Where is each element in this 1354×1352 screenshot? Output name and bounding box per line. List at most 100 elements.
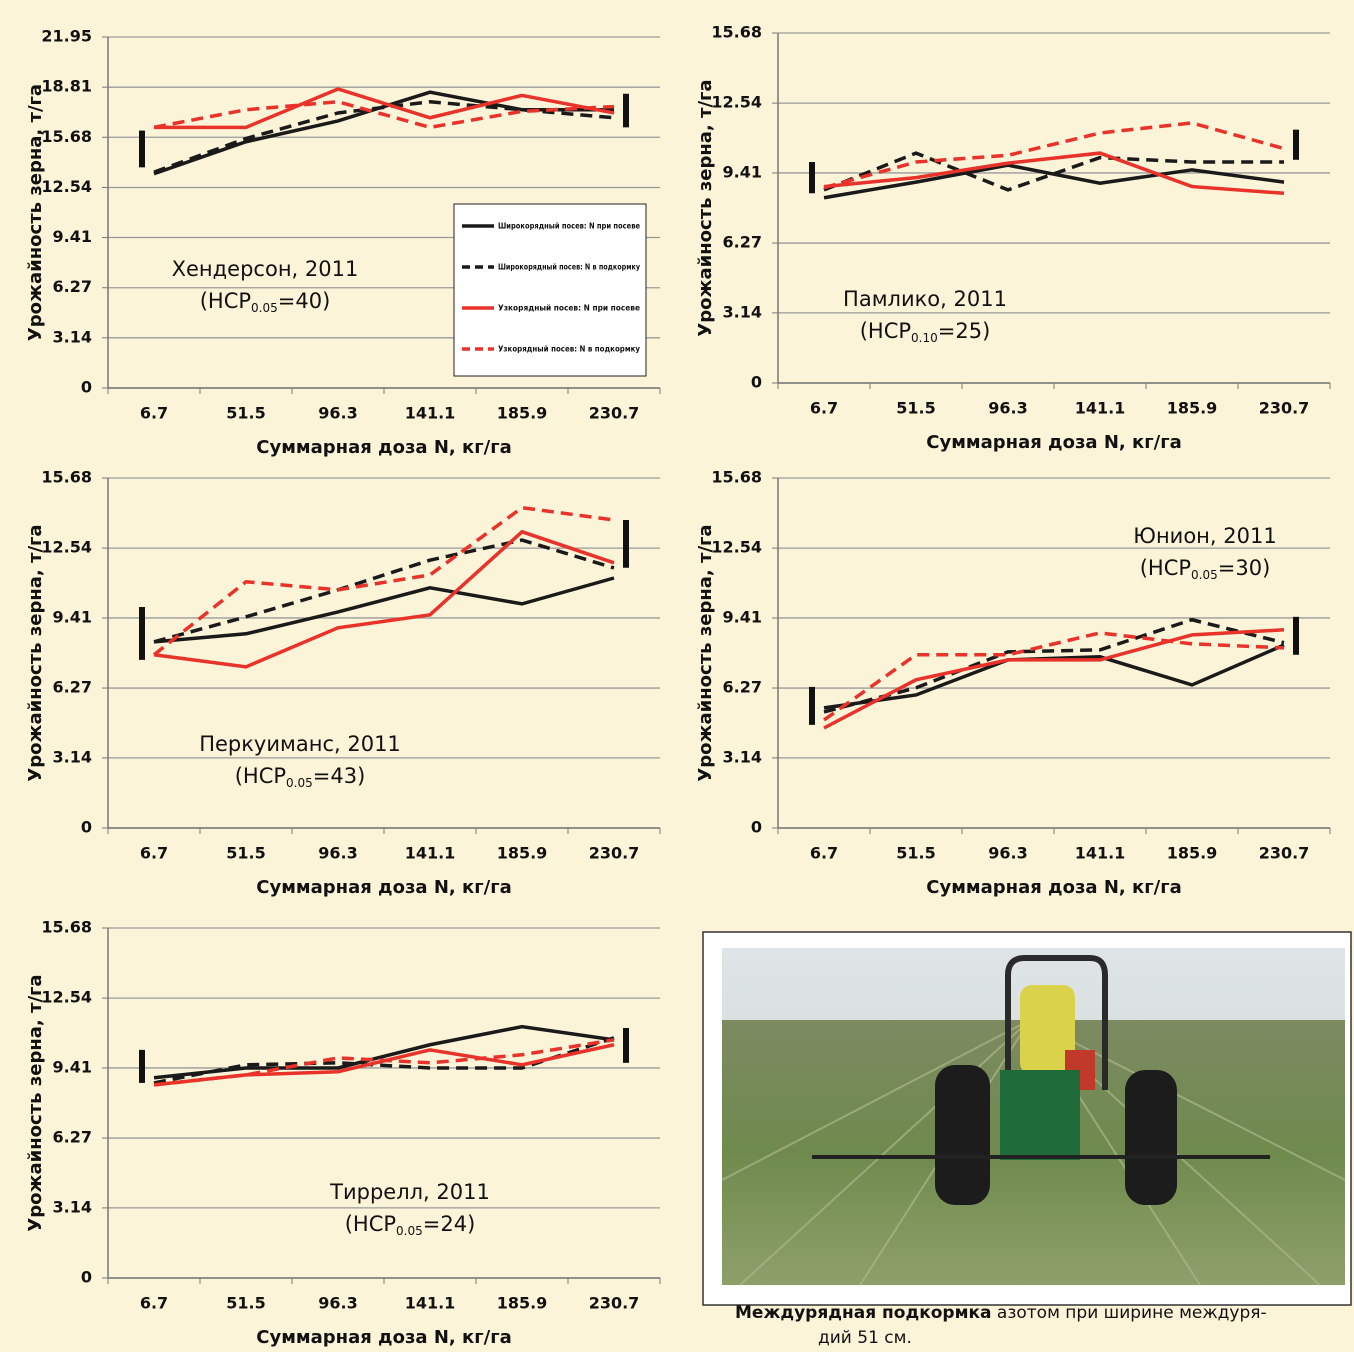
y-tick-label: 18.81: [41, 77, 92, 96]
annotation-site: Перкуиманс, 2011: [199, 732, 401, 756]
x-tick-label: 6.7: [140, 844, 168, 863]
y-tick-label: 15.68: [711, 468, 762, 487]
x-tick-label: 51.5: [896, 399, 935, 418]
figure: Междурядная подкормка азотом при ширине …: [0, 0, 1354, 1352]
x-axis-title: Суммарная доза N, кг/га: [256, 1327, 512, 1348]
x-axis-title: Суммарная доза N, кг/га: [256, 437, 512, 458]
y-tick-label: 15.68: [711, 23, 762, 42]
y-tick-label: 6.27: [53, 277, 92, 296]
x-tick-label: 185.9: [497, 1294, 548, 1313]
lsd-suffix: =25): [938, 319, 991, 343]
x-tick-label: 185.9: [497, 844, 548, 863]
lsd-sub: 0.05: [251, 301, 278, 315]
y-axis-title: Урожайность зерна, т/га: [25, 974, 46, 1231]
x-tick-label: 230.7: [1259, 399, 1310, 418]
caption-text: азотом при ширине междуря-: [997, 1303, 1267, 1323]
lsd-prefix: (НСР: [200, 289, 251, 313]
y-axis-title: Урожайность зерна, т/га: [25, 84, 46, 341]
annotation-site: Хендерсон, 2011: [172, 257, 359, 281]
lsd-sub: 0.05: [396, 1224, 423, 1238]
legend-label: Широкорядный посев: N при посеве: [498, 222, 640, 231]
annotation-site: Тиррелл, 2011: [329, 1180, 490, 1204]
x-tick-label: 96.3: [318, 844, 357, 863]
lsd-suffix: =43): [313, 764, 366, 788]
x-tick-label: 6.7: [810, 399, 838, 418]
x-tick-label: 141.1: [1075, 844, 1126, 863]
x-tick-label: 230.7: [589, 1294, 640, 1313]
y-tick-label: 12.54: [711, 93, 762, 112]
y-tick-label: 12.54: [711, 538, 762, 557]
caption: Междурядная подкормка азотом при ширине …: [735, 1303, 1267, 1323]
lsd-prefix: (НСР: [345, 1212, 396, 1236]
wheel: [1125, 1070, 1177, 1205]
x-tick-label: 141.1: [405, 404, 456, 423]
y-tick-label: 3.14: [723, 747, 762, 766]
x-tick-label: 6.7: [140, 1294, 168, 1313]
x-tick-label: 230.7: [589, 404, 640, 423]
x-tick-label: 141.1: [405, 844, 456, 863]
y-tick-label: 15.68: [41, 127, 92, 146]
x-axis-title: Суммарная доза N, кг/га: [926, 877, 1182, 898]
x-tick-label: 6.7: [810, 844, 838, 863]
y-axis-title: Урожайность зерна, т/га: [25, 524, 46, 781]
x-tick-label: 141.1: [1075, 399, 1126, 418]
lsd-sub: 0.05: [1191, 568, 1218, 582]
y-tick-label: 6.27: [53, 1128, 92, 1147]
lsd-prefix: (НСР: [860, 319, 911, 343]
y-tick-label: 9.41: [53, 1057, 92, 1076]
y-tick-label: 15.68: [41, 468, 92, 487]
tractor-body: [1000, 1070, 1080, 1160]
photo: [703, 932, 1351, 1305]
y-tick-label: 3.14: [53, 747, 92, 766]
y-tick-label: 21.95: [41, 27, 92, 46]
lsd-suffix: =40): [278, 289, 331, 313]
lsd-suffix: =30): [1218, 556, 1271, 580]
y-tick-label: 12.54: [41, 988, 92, 1007]
y-tick-label: 0: [751, 373, 762, 392]
y-tick-label: 6.27: [723, 233, 762, 252]
y-tick-label: 0: [81, 818, 92, 837]
y-tick-label: 3.14: [723, 302, 762, 321]
y-tick-label: 9.41: [723, 162, 762, 181]
x-tick-label: 185.9: [497, 404, 548, 423]
y-tick-label: 3.14: [53, 327, 92, 346]
x-tick-label: 230.7: [589, 844, 640, 863]
y-tick-label: 6.27: [723, 678, 762, 697]
y-axis-title: Урожайность зерна, т/га: [695, 79, 716, 336]
y-tick-label: 12.54: [41, 177, 92, 196]
lsd-sub: 0.05: [286, 776, 313, 790]
x-tick-label: 96.3: [988, 399, 1027, 418]
x-axis-title: Суммарная доза N, кг/га: [926, 432, 1182, 453]
caption-text: дий 51 см.: [818, 1328, 912, 1348]
x-tick-label: 51.5: [896, 844, 935, 863]
x-tick-label: 51.5: [226, 1294, 265, 1313]
caption-bold: Междурядная подкормка: [735, 1303, 992, 1323]
lsd-prefix: (НСР: [235, 764, 286, 788]
y-tick-label: 15.68: [41, 918, 92, 937]
x-axis-title: Суммарная доза N, кг/га: [256, 877, 512, 898]
x-tick-label: 185.9: [1167, 844, 1218, 863]
x-tick-label: 51.5: [226, 404, 265, 423]
lsd-prefix: (НСР: [1140, 556, 1191, 580]
y-tick-label: 3.14: [53, 1197, 92, 1216]
y-tick-label: 6.27: [53, 678, 92, 697]
y-tick-label: 9.41: [53, 607, 92, 626]
legend-label: Узкорядный посев: N в подкормку: [498, 345, 641, 354]
x-tick-label: 96.3: [318, 1294, 357, 1313]
lsd-suffix: =24): [423, 1212, 476, 1236]
x-tick-label: 141.1: [405, 1294, 456, 1313]
y-tick-label: 12.54: [41, 538, 92, 557]
x-tick-label: 185.9: [1167, 399, 1218, 418]
x-tick-label: 96.3: [318, 404, 357, 423]
annotation-site: Памлико, 2011: [843, 287, 1007, 311]
wheel: [935, 1065, 990, 1205]
y-tick-label: 0: [751, 818, 762, 837]
x-tick-label: 230.7: [1259, 844, 1310, 863]
legend-label: Узкорядный посев: N при посеве: [498, 304, 641, 313]
x-tick-label: 96.3: [988, 844, 1027, 863]
y-tick-label: 9.41: [723, 607, 762, 626]
y-axis-title: Урожайность зерна, т/га: [695, 524, 716, 781]
legend-label: Широкорядный посев: N в подкормку: [498, 263, 641, 272]
y-tick-label: 0: [81, 1268, 92, 1287]
y-tick-label: 0: [81, 378, 92, 397]
